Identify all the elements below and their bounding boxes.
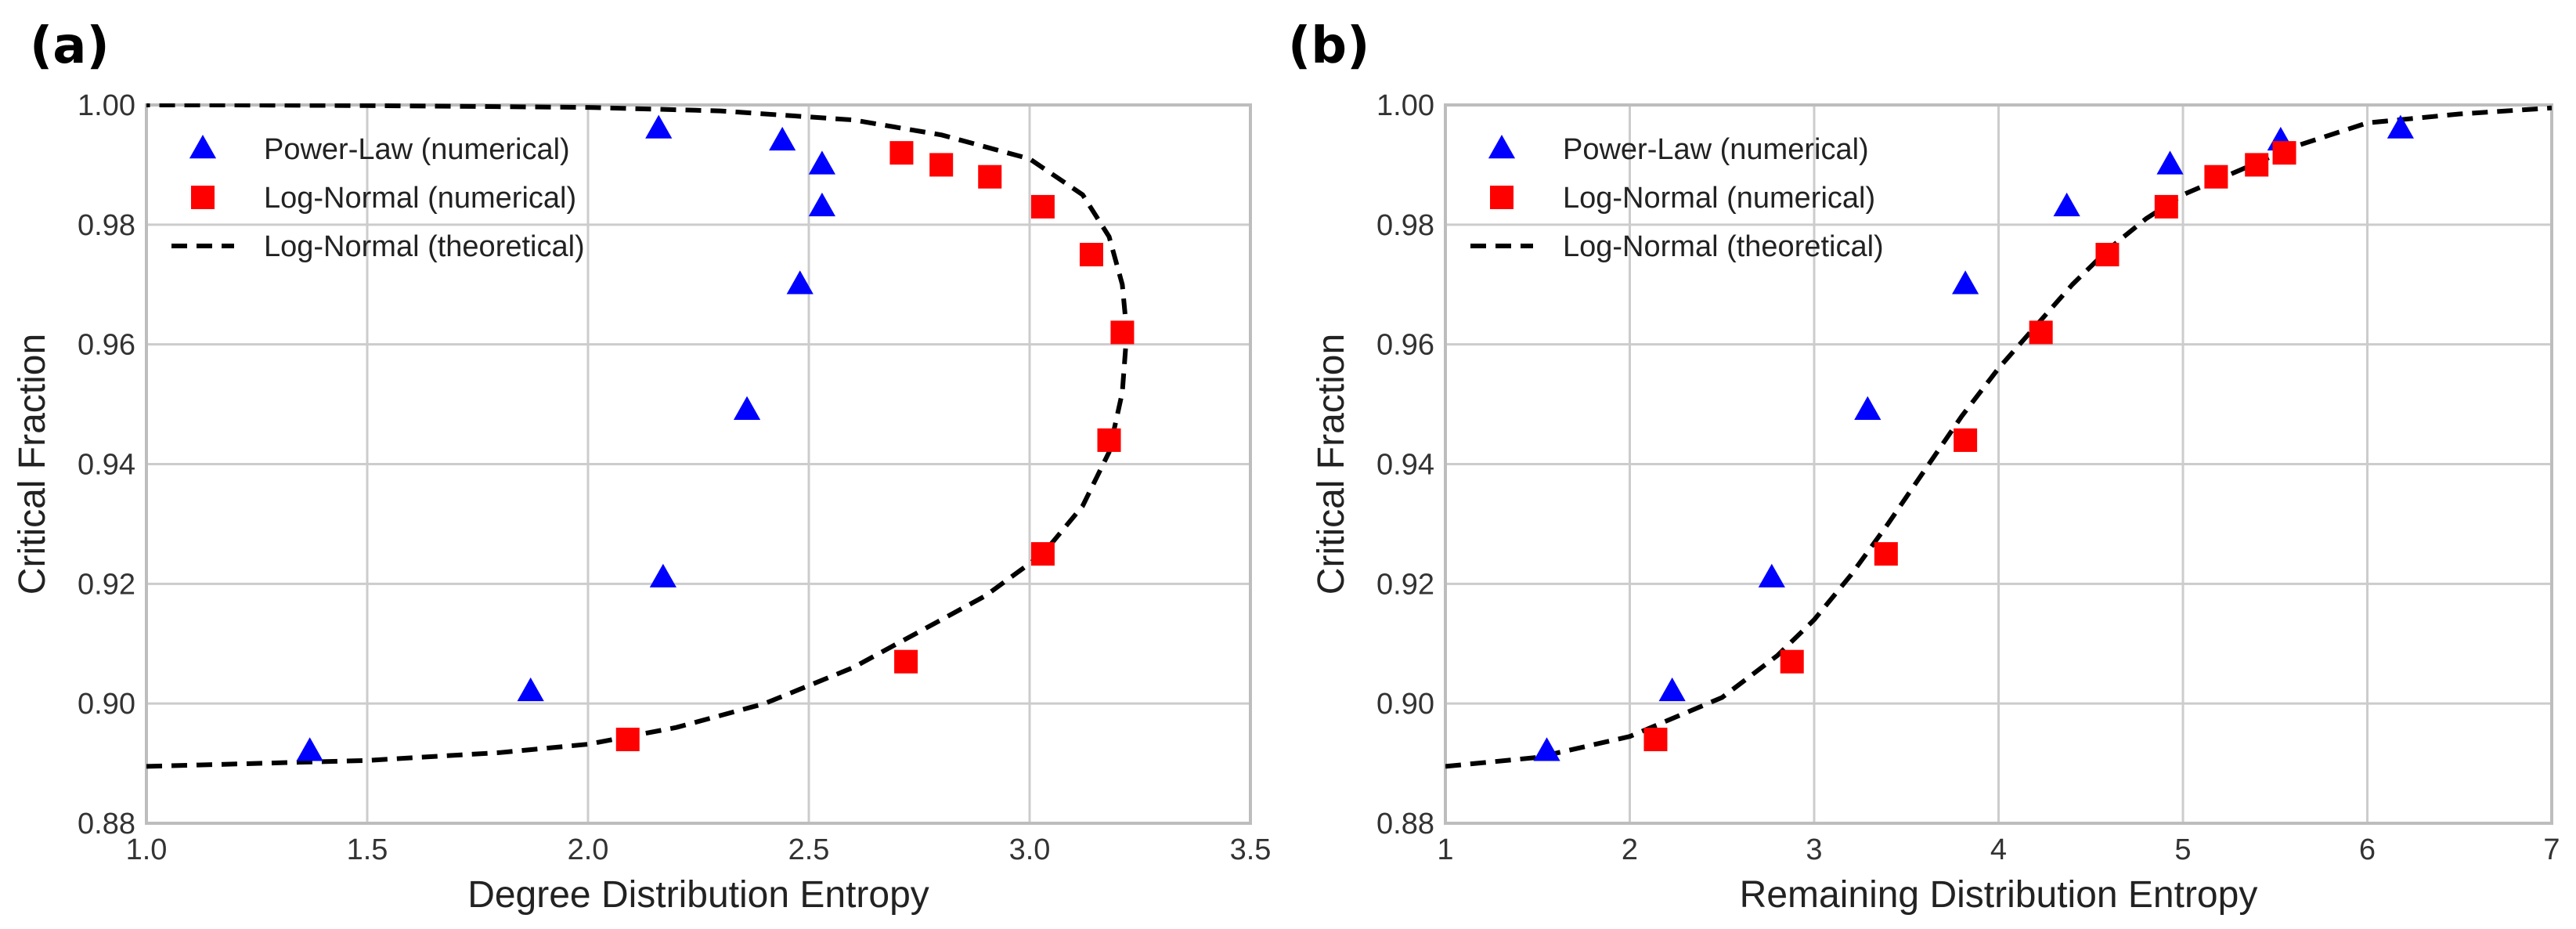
- plot-frame: [1444, 103, 2553, 825]
- y-tick-label: 0.90: [78, 688, 135, 721]
- power-law-point: [1658, 677, 1686, 702]
- theoretical-curve: [1445, 105, 2552, 769]
- power-law-point: [2156, 150, 2184, 175]
- legend-label: Log-Normal (numerical): [264, 182, 576, 215]
- x-tick-label: 3.5: [1230, 833, 1272, 866]
- legend-label: Power-Law (numerical): [1563, 133, 1869, 166]
- theoretical-curve: [146, 103, 1130, 769]
- legend-triangle-marker: [189, 135, 217, 159]
- log-normal-point: [1643, 728, 1668, 752]
- power-law-point: [1952, 270, 1979, 295]
- power-law-point: [1758, 563, 1785, 587]
- power-law-point: [808, 192, 836, 217]
- legend-label: Log-Normal (theoretical): [264, 230, 585, 263]
- x-tick-label: 1: [1437, 833, 1453, 866]
- legend-label: Power-Law (numerical): [264, 133, 570, 166]
- legend-item: Log-Normal (numerical): [1490, 182, 1875, 215]
- x-tick-label: 5: [2174, 833, 2191, 866]
- legend: Power-Law (numerical) Log-Normal (numeric…: [171, 133, 585, 263]
- log-normal-point: [1079, 243, 1103, 267]
- legend-item: Power-Law (numerical): [189, 133, 570, 166]
- x-tick-label: 1.0: [126, 833, 168, 866]
- y-tick-label: 0.88: [1376, 808, 1434, 840]
- log-normal-point: [2029, 320, 2053, 345]
- x-tick-label: 4: [1990, 833, 2007, 866]
- y-tick-label: 0.94: [78, 449, 135, 482]
- y-tick-label: 1.00: [1376, 89, 1434, 122]
- legend: Power-Law (numerical) Log-Normal (numeric…: [1470, 133, 1884, 263]
- x-tick-label: 1.5: [347, 833, 388, 866]
- legend-label: Log-Normal (numerical): [1563, 182, 1875, 215]
- legend-item: Log-Normal (theoretical): [171, 230, 585, 263]
- log-normal-point: [2245, 153, 2269, 177]
- y-tick-label: 0.92: [78, 568, 135, 601]
- power-law-point: [2387, 114, 2414, 139]
- power-law-point: [649, 563, 676, 587]
- power-law-point: [2053, 192, 2080, 217]
- x-tick-label: 3.0: [1009, 833, 1051, 866]
- power-law-point: [517, 677, 544, 702]
- y-tick-label: 1.00: [78, 89, 135, 122]
- panel-label: (b): [1288, 17, 1369, 75]
- y-tick-label: 0.98: [1376, 209, 1434, 242]
- power-law-point: [786, 270, 814, 295]
- y-tick-label: 0.92: [1376, 568, 1434, 601]
- y-axis-label: Critical Fraction: [12, 334, 53, 595]
- power-law-point: [769, 126, 796, 151]
- legend-item: Log-Normal (numerical): [191, 182, 576, 215]
- log-normal-point: [929, 153, 954, 177]
- log-normal-point: [1097, 428, 1121, 452]
- power-law-point: [1854, 396, 1881, 420]
- y-tick-label: 0.98: [78, 209, 135, 242]
- legend-item: Log-Normal (theoretical): [1470, 230, 1884, 263]
- y-tick-label: 0.90: [1376, 688, 1434, 721]
- x-axis-label: Degree Distribution Entropy: [467, 874, 929, 916]
- plot-frame: [145, 103, 1252, 825]
- power-law-point: [1533, 737, 1560, 761]
- log-normal-point: [1030, 542, 1055, 566]
- y-tick-label: 0.94: [1376, 449, 1434, 482]
- y-tick-label: 0.88: [78, 808, 135, 840]
- legend-item: Power-Law (numerical): [1488, 133, 1869, 166]
- legend-label: Log-Normal (theoretical): [1563, 230, 1884, 263]
- log-normal-point: [2272, 141, 2296, 165]
- x-tick-label: 3: [1806, 833, 1822, 866]
- log-normal-point: [615, 728, 640, 752]
- log-normal-point: [1030, 194, 1055, 219]
- panel-label: (a): [30, 17, 110, 75]
- legend-square-marker: [191, 186, 215, 209]
- log-normal-point: [978, 164, 1002, 189]
- legend-square-marker: [1490, 186, 1513, 209]
- power-law-point: [296, 737, 323, 761]
- log-normal-point: [894, 649, 918, 674]
- x-tick-label: 6: [2359, 833, 2376, 866]
- power-law-point: [645, 114, 673, 139]
- chart-panel-a: (a) 1.0 1.5 2.0 2.5 3.0 3.5 0.88 0.90 0.92 0.94 0.9…: [12, 17, 1271, 916]
- power-law-point: [733, 396, 761, 420]
- log-normal-point: [1780, 649, 1804, 674]
- log-normal-point: [2095, 243, 2120, 267]
- log-normal-point: [1110, 320, 1135, 345]
- log-normal-point: [2154, 194, 2178, 219]
- y-tick-label: 0.96: [78, 329, 135, 362]
- power-law-point: [808, 150, 836, 175]
- log-normal-point: [1954, 428, 1978, 452]
- log-normal-point: [889, 141, 914, 165]
- x-axis-label: Remaining Distribution Entropy: [1740, 874, 2258, 916]
- log-normal-point: [2204, 164, 2228, 189]
- x-tick-label: 2: [1622, 833, 1638, 866]
- y-axis-label: Critical Fraction: [1311, 334, 1352, 595]
- log-normal-point: [1874, 542, 1898, 566]
- x-tick-label: 2.0: [568, 833, 609, 866]
- x-tick-label: 7: [2543, 833, 2560, 866]
- y-tick-label: 0.96: [1376, 329, 1434, 362]
- legend-triangle-marker: [1488, 135, 1516, 159]
- chart-panel-b: (b) 1 2 3 4 5 6 7 0.88 0.90 0.92 0.94 0.96 0.98 1.00 Re…: [1288, 17, 2560, 916]
- x-tick-label: 2.5: [788, 833, 830, 866]
